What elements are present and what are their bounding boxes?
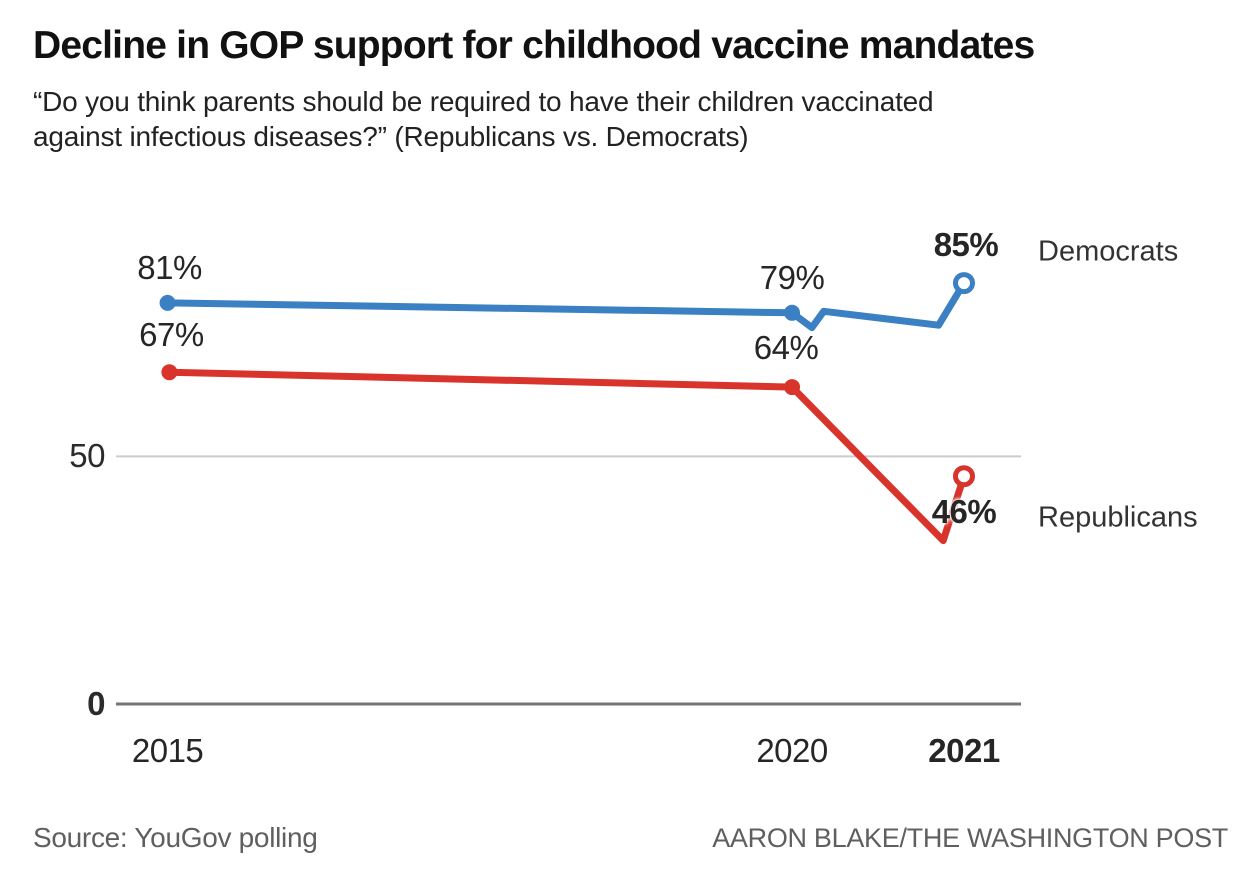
chart-title: Decline in GOP support for childhood vac… (33, 24, 1035, 67)
democrats-line (167, 281, 967, 332)
subtitle-line-1: “Do you think parents should be required… (33, 86, 934, 117)
democrats-point-2021 (952, 272, 975, 295)
republicans-point-2021 (952, 465, 975, 488)
democrats-point-2015 (159, 294, 176, 311)
chart-subtitle: “Do you think parents should be required… (33, 84, 1193, 154)
republicans-point-2020 (784, 379, 801, 396)
subtitle-line-2: against infectious diseases?” (Republica… (33, 121, 749, 152)
source-note: Source: YouGov polling (33, 822, 318, 853)
democrats-point-2020 (784, 304, 801, 321)
republicans-point-2015 (161, 364, 178, 381)
byline-credit: AARON BLAKE/THE WASHINGTON POST (712, 823, 1228, 853)
republicans-line (169, 368, 968, 545)
